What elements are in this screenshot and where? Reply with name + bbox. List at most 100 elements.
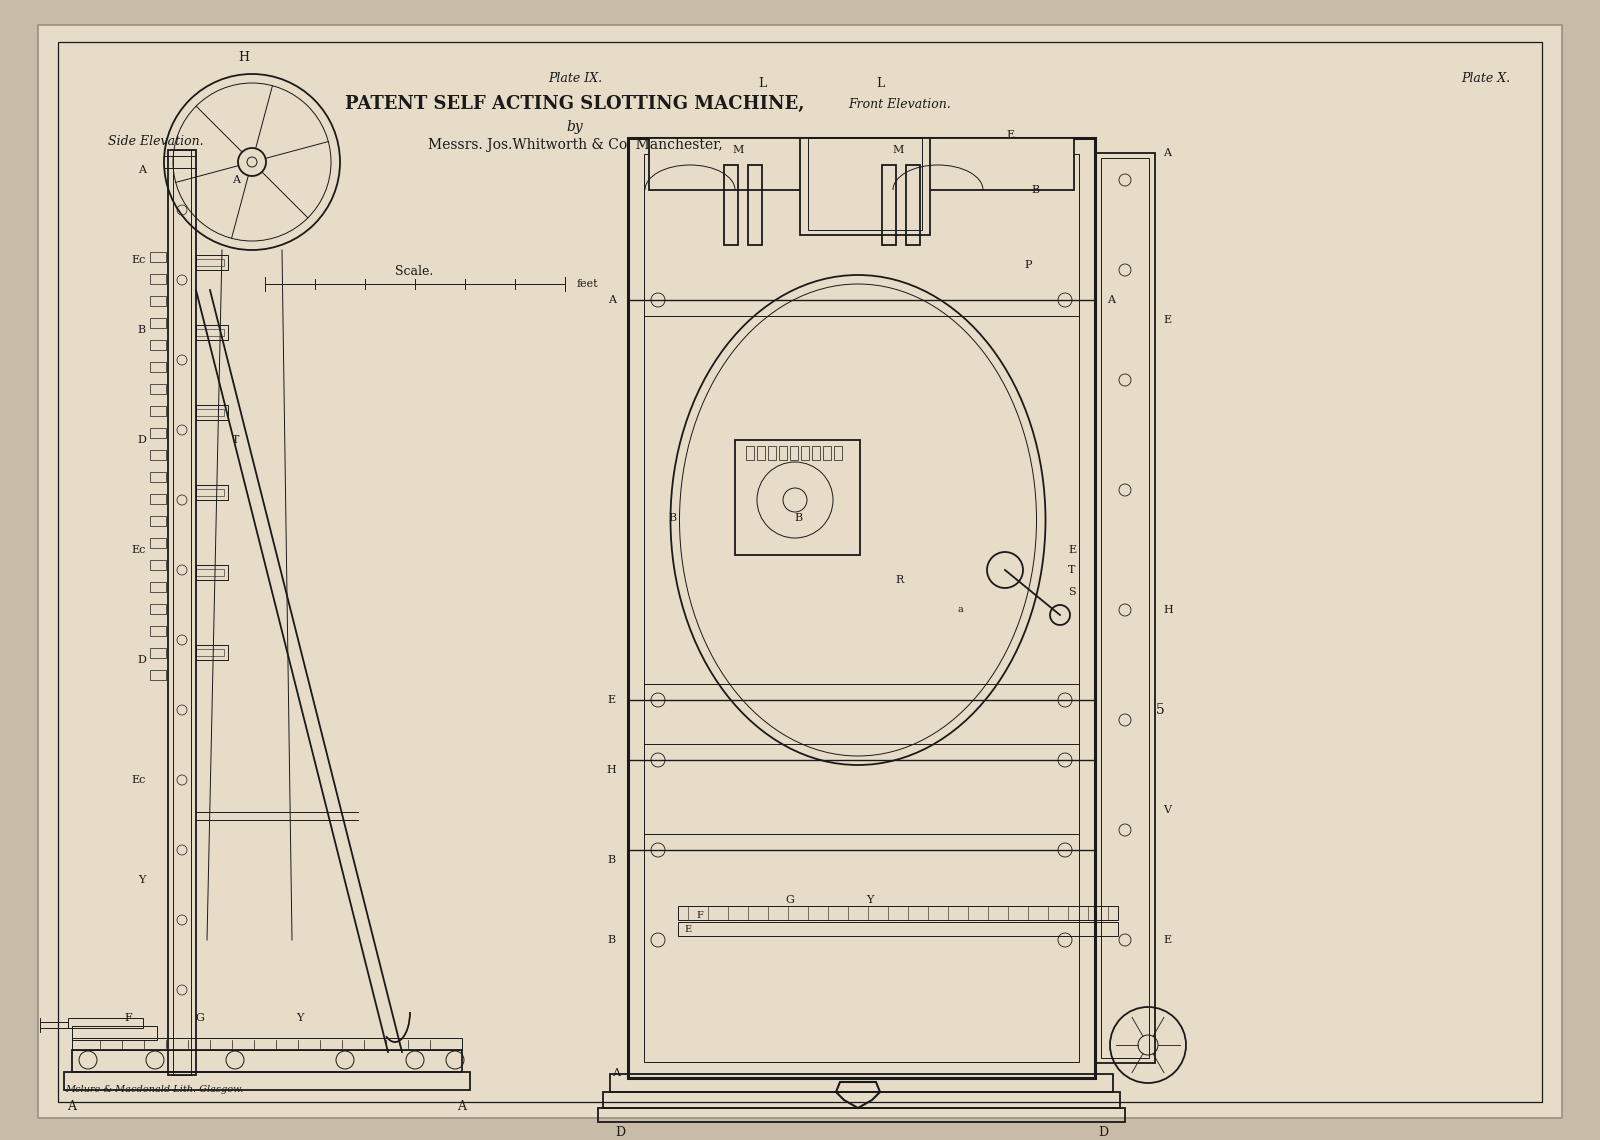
Bar bbox=[195, 329, 224, 336]
Bar bbox=[67, 1018, 142, 1028]
Text: A: A bbox=[608, 295, 616, 306]
Text: by: by bbox=[566, 120, 584, 135]
Bar bbox=[749, 165, 762, 245]
Text: V: V bbox=[1163, 805, 1171, 815]
Text: A: A bbox=[458, 1100, 467, 1113]
Text: T: T bbox=[232, 435, 240, 445]
Bar bbox=[643, 154, 1078, 1062]
Bar bbox=[734, 440, 861, 555]
Bar bbox=[150, 670, 166, 679]
Text: H: H bbox=[1163, 605, 1173, 614]
Bar bbox=[150, 516, 166, 526]
Text: B: B bbox=[138, 325, 146, 335]
Bar bbox=[808, 138, 922, 230]
Text: L: L bbox=[758, 78, 766, 90]
Text: R: R bbox=[896, 575, 904, 585]
Text: A: A bbox=[67, 1100, 77, 1113]
Text: Y: Y bbox=[296, 1013, 304, 1023]
Bar bbox=[1101, 158, 1149, 1058]
Text: Ec: Ec bbox=[131, 775, 146, 785]
Text: G: G bbox=[786, 895, 795, 905]
Bar bbox=[598, 1108, 1125, 1122]
Text: a: a bbox=[957, 605, 963, 614]
Text: H: H bbox=[238, 51, 250, 64]
Text: Side Elevation.: Side Elevation. bbox=[109, 135, 203, 148]
Text: E: E bbox=[1006, 130, 1014, 140]
Text: Scale.: Scale. bbox=[395, 264, 434, 278]
Bar bbox=[1094, 153, 1155, 1062]
Bar bbox=[813, 446, 819, 461]
Text: L: L bbox=[875, 78, 885, 90]
Bar bbox=[150, 340, 166, 350]
Text: Y: Y bbox=[139, 876, 146, 885]
Bar bbox=[723, 165, 738, 245]
Text: D: D bbox=[138, 435, 146, 445]
Text: Plate IX.: Plate IX. bbox=[547, 72, 602, 86]
Text: A: A bbox=[1163, 148, 1171, 158]
Bar bbox=[72, 1039, 462, 1050]
Text: Y: Y bbox=[866, 895, 874, 905]
Bar bbox=[678, 906, 1118, 920]
Bar bbox=[195, 325, 229, 340]
Text: M: M bbox=[733, 145, 744, 155]
Text: D: D bbox=[1098, 1126, 1109, 1139]
Bar bbox=[746, 446, 754, 461]
Bar bbox=[650, 138, 1074, 190]
Bar bbox=[150, 252, 166, 262]
Bar bbox=[610, 1074, 1114, 1092]
Bar bbox=[882, 165, 896, 245]
Bar bbox=[150, 296, 166, 306]
Text: B: B bbox=[667, 513, 677, 523]
Bar bbox=[195, 409, 224, 416]
Bar bbox=[800, 138, 930, 235]
Bar bbox=[150, 604, 166, 614]
Text: A: A bbox=[232, 176, 240, 185]
Text: E: E bbox=[608, 695, 616, 705]
Text: B: B bbox=[1030, 185, 1038, 195]
Text: B: B bbox=[794, 513, 802, 523]
Bar bbox=[150, 450, 166, 461]
Bar bbox=[173, 150, 190, 1075]
Text: Front Elevation.: Front Elevation. bbox=[848, 98, 950, 111]
Text: A: A bbox=[1107, 295, 1115, 306]
Bar bbox=[822, 446, 830, 461]
Bar bbox=[195, 569, 224, 576]
Bar bbox=[150, 363, 166, 372]
Bar bbox=[150, 494, 166, 504]
Text: A: A bbox=[611, 1068, 621, 1078]
Text: E: E bbox=[685, 926, 691, 935]
Text: Ec: Ec bbox=[131, 255, 146, 264]
Bar bbox=[72, 1026, 157, 1040]
Bar bbox=[195, 405, 229, 420]
Bar bbox=[72, 1050, 462, 1072]
Bar bbox=[195, 645, 229, 660]
Text: Plate X.: Plate X. bbox=[1461, 72, 1510, 86]
Bar bbox=[603, 1092, 1120, 1108]
Bar bbox=[195, 565, 229, 580]
Bar bbox=[678, 922, 1118, 936]
Text: E: E bbox=[1163, 315, 1171, 325]
Text: 5: 5 bbox=[1155, 703, 1165, 717]
Text: B: B bbox=[608, 935, 616, 945]
Text: feet: feet bbox=[578, 279, 598, 290]
Bar bbox=[150, 384, 166, 394]
Bar bbox=[757, 446, 765, 461]
Bar bbox=[195, 649, 224, 656]
Bar bbox=[195, 489, 224, 496]
Text: PATENT SELF ACTING SLOTTING MACHINE,: PATENT SELF ACTING SLOTTING MACHINE, bbox=[346, 95, 805, 113]
Text: P: P bbox=[1024, 260, 1032, 270]
Text: Ec: Ec bbox=[131, 545, 146, 555]
Bar bbox=[834, 446, 842, 461]
Text: E: E bbox=[1069, 545, 1077, 555]
Text: E: E bbox=[1163, 935, 1171, 945]
Text: Messrs. Jos.Whitworth & Co. Manchester,: Messrs. Jos.Whitworth & Co. Manchester, bbox=[427, 138, 722, 152]
Bar bbox=[64, 1072, 470, 1090]
Text: D: D bbox=[614, 1126, 626, 1139]
Bar bbox=[150, 560, 166, 570]
Text: Mclure & Macdonald Lith. Glasgow.: Mclure & Macdonald Lith. Glasgow. bbox=[66, 1085, 243, 1094]
Bar bbox=[906, 165, 920, 245]
Bar bbox=[150, 318, 166, 328]
Text: H: H bbox=[606, 765, 616, 775]
Bar bbox=[195, 255, 229, 270]
Bar bbox=[802, 446, 810, 461]
